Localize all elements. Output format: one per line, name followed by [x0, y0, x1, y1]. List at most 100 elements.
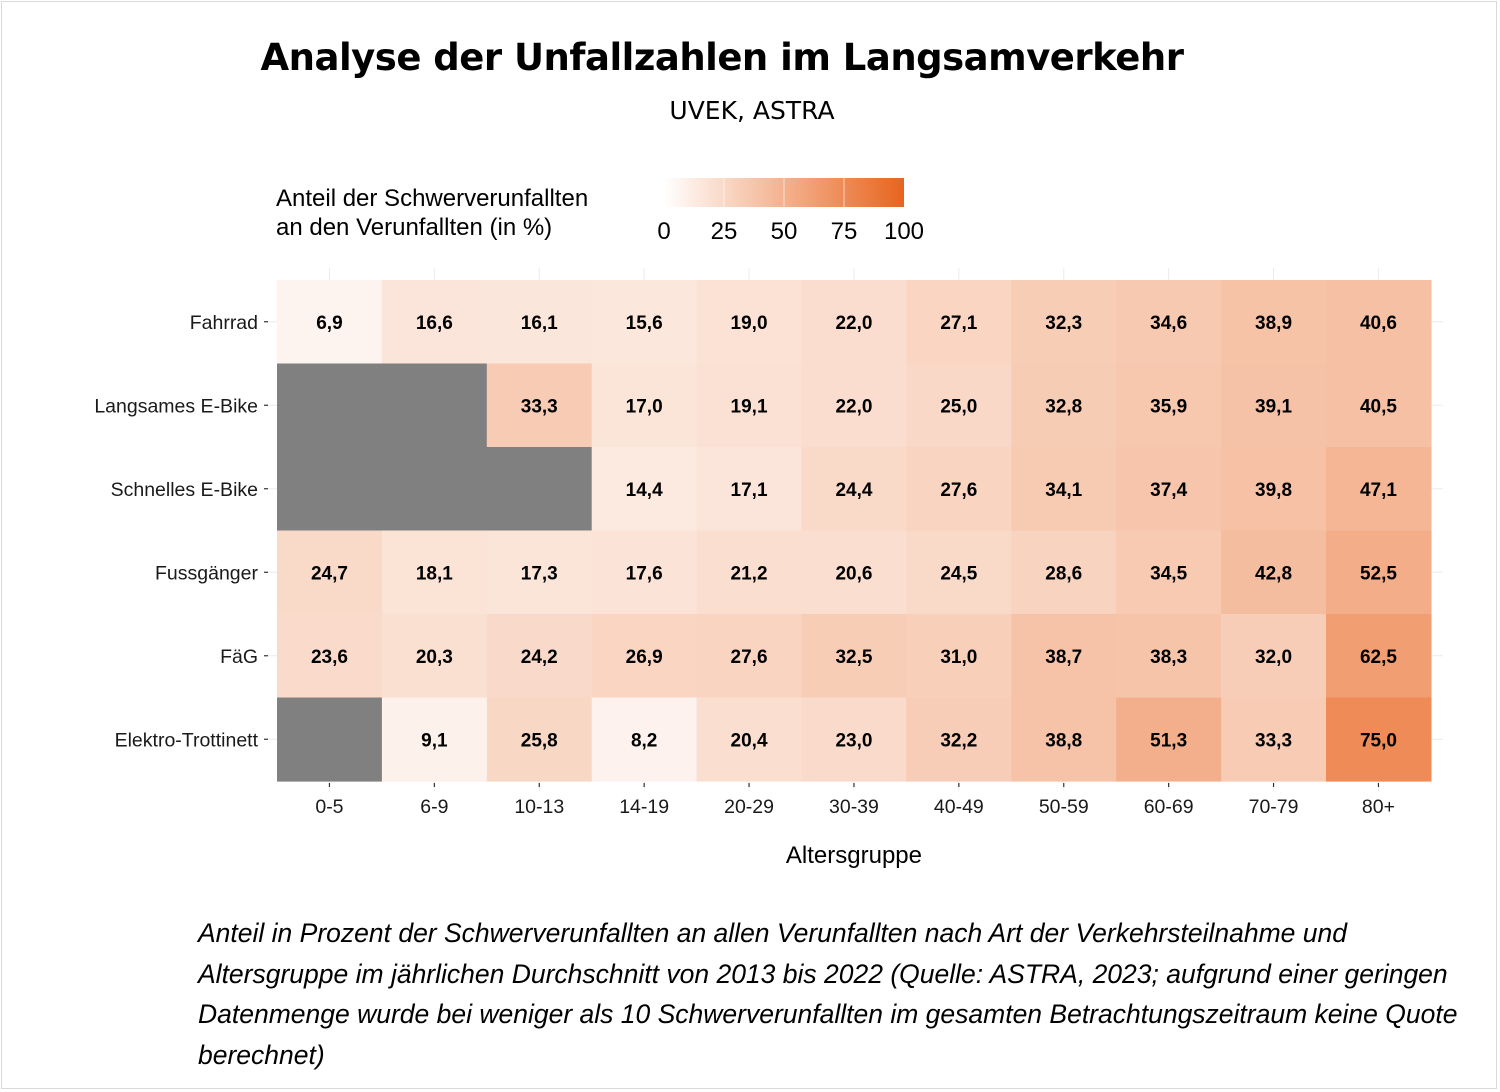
x-tick-label: 14-19 [619, 796, 669, 818]
cell-value-label: 34,5 [1150, 563, 1187, 584]
cell-value-label: 23,6 [311, 647, 348, 668]
cell-value-label: 9,1 [421, 730, 448, 751]
x-tick-label: 0-5 [315, 796, 343, 818]
legend-title-line1: Anteil der Schwerverunfallten [276, 185, 589, 212]
heatmap-cell [801, 614, 907, 699]
cell-value-label: 17,3 [521, 563, 558, 584]
legend-title-line2: an den Verunfallten (in %) [276, 214, 553, 241]
heatmap-cell [1011, 614, 1117, 699]
cell-value-label: 75,0 [1360, 730, 1397, 751]
y-tick-label: Fussgänger [155, 562, 258, 584]
heatmap-cell [1116, 614, 1222, 699]
cell-value-label: 38,3 [1150, 647, 1187, 668]
heatmap-cell [1326, 530, 1432, 615]
heatmap-cell [801, 363, 907, 448]
cell-value-label: 17,1 [731, 480, 768, 501]
cell-value-label: 20,4 [731, 730, 768, 751]
cell-value-label: 38,9 [1255, 313, 1292, 334]
heatmap-cell [1116, 447, 1222, 532]
x-tick-label: 20-29 [724, 796, 774, 818]
legend-tick-label: 75 [831, 218, 858, 245]
cell-value-label: 52,5 [1360, 563, 1397, 584]
heatmap-cell [381, 614, 488, 699]
heatmap-cell [1011, 447, 1117, 532]
cell-value-label: 23,0 [835, 730, 872, 751]
heatmap-cell [801, 530, 907, 615]
cell-value-label: 32,0 [1255, 647, 1292, 668]
heatmap-cell [591, 697, 698, 782]
cell-value-label: 27,6 [731, 647, 768, 668]
cell-value-label: 40,6 [1360, 313, 1397, 334]
heatmap-cell [1326, 363, 1432, 448]
cell-value-label: 24,2 [521, 647, 558, 668]
x-tick-label: 70-79 [1249, 796, 1299, 818]
cell-value-label: 14,4 [626, 480, 663, 501]
heatmap-cell [696, 447, 803, 532]
legend-tick-label: 50 [771, 218, 798, 245]
cell-value-label: 16,1 [521, 313, 558, 334]
cell-value-label: 34,1 [1045, 480, 1082, 501]
cell-value-label: 33,3 [1255, 730, 1292, 751]
cell-value-label: 42,8 [1255, 563, 1292, 584]
heatmap-cell [486, 614, 593, 699]
cell-value-label: 32,8 [1045, 396, 1082, 417]
cell-value-label: 15,6 [626, 313, 663, 334]
cell-value-label: 22,0 [835, 396, 872, 417]
x-tick-label: 30-39 [829, 796, 879, 818]
heatmap-cell [486, 697, 593, 782]
cell-value-label: 24,5 [940, 563, 977, 584]
cell-value-label: 35,9 [1150, 396, 1187, 417]
heatmap-cell [1221, 530, 1327, 615]
heatmap-cell-missing [381, 363, 488, 448]
cell-value-label: 24,4 [835, 480, 872, 501]
cell-value-label: 47,1 [1360, 480, 1397, 501]
cell-value-label: 38,8 [1045, 730, 1082, 751]
heatmap-cell [591, 614, 698, 699]
x-tick-label: 6-9 [420, 796, 448, 818]
heatmap-chart: 6,9 16,6 16,1 15,6 19,0 22,0 27,1 32,3 34,6 38,9 4… [94, 178, 1443, 869]
cell-value-label: 40,5 [1360, 396, 1397, 417]
cell-value-label: 19,0 [731, 313, 768, 334]
cell-value-label: 20,6 [835, 563, 872, 584]
heatmap-cell [1326, 280, 1432, 365]
heatmap-cell [486, 363, 593, 448]
cell-value-label: 27,1 [940, 313, 977, 334]
heatmap-cell-missing [277, 363, 383, 448]
heatmap-cell [696, 697, 803, 782]
figure-caption: Anteil in Prozent der Schwerverunfallten… [198, 918, 1458, 1070]
heatmap-cell [1011, 530, 1117, 615]
heatmap-cell [801, 447, 907, 532]
heatmap-cell [1011, 280, 1117, 365]
x-tick-label: 10-13 [514, 796, 564, 818]
heatmap-cell [1116, 697, 1222, 782]
cell-value-label: 28,6 [1045, 563, 1082, 584]
cell-value-label: 31,0 [940, 647, 977, 668]
y-tick-label: Fahrrad [190, 312, 258, 334]
cell-value-label: 32,3 [1045, 313, 1082, 334]
cell-value-label: 22,0 [835, 313, 872, 334]
heatmap-cell [696, 280, 803, 365]
cell-value-label: 26,9 [626, 647, 663, 668]
cell-value-label: 32,5 [835, 647, 872, 668]
legend-tick-label: 25 [711, 218, 738, 245]
heatmap-cell [1326, 447, 1432, 532]
heatmap-cell [1011, 697, 1117, 782]
legend-tick-label: 0 [657, 218, 670, 245]
heatmap-cell [696, 363, 803, 448]
heatmap-cell [801, 697, 907, 782]
cell-value-label: 33,3 [521, 396, 558, 417]
cell-value-label: 19,1 [731, 396, 768, 417]
heatmap-cell [591, 447, 698, 532]
cell-value-label: 39,1 [1255, 396, 1292, 417]
heatmap-cell [906, 697, 1012, 782]
cell-value-label: 39,8 [1255, 480, 1292, 501]
cell-value-label: 25,0 [940, 396, 977, 417]
cell-value-label: 25,8 [521, 730, 558, 751]
heatmap-cell [486, 530, 593, 615]
chart-title: Analyse der Unfallzahlen im Langsamverke… [260, 36, 1184, 79]
heatmap-cell-missing [381, 447, 488, 532]
heatmap-cell [906, 363, 1012, 448]
heatmap-cell [277, 614, 383, 699]
cell-value-label: 34,6 [1150, 313, 1187, 334]
cell-value-label: 16,6 [416, 313, 453, 334]
